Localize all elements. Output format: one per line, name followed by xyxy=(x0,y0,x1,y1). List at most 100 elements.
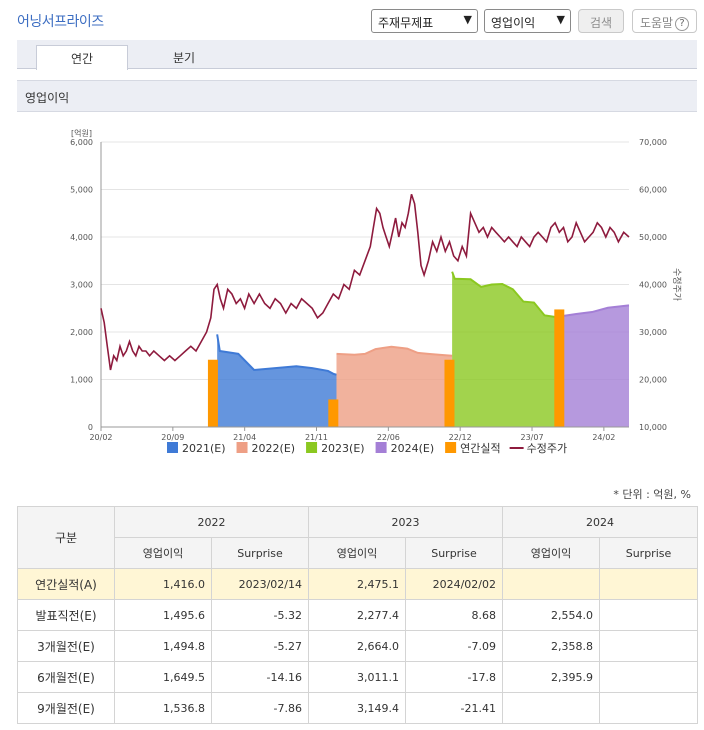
table-cell: 3,149.4 xyxy=(308,692,406,724)
y-left-tick-label: 0 xyxy=(88,423,93,432)
table-row: 3개월전(E) 1,494.8 -5.27 2,664.0 -7.09 2,35… xyxy=(17,630,698,662)
y-right-tick-label: 50,000 xyxy=(639,233,667,242)
table-cell xyxy=(599,661,698,693)
table-cell: 1,416.0 xyxy=(114,568,212,600)
table-cell: 1,495.6 xyxy=(114,599,212,631)
table-cell: 2023/02/14 xyxy=(211,568,309,600)
legend-swatch xyxy=(236,442,248,453)
row-label: 3개월전(E) xyxy=(17,630,115,662)
y-right-tick-label: 40,000 xyxy=(639,281,667,290)
year-header: 2024 xyxy=(502,506,698,538)
x-tick-label: 22/12 xyxy=(449,433,472,442)
statement-type-select[interactable]: 주재무제표 ▼ xyxy=(371,9,478,33)
legend-label: 2021(E) xyxy=(182,442,226,455)
table-cell: -17.8 xyxy=(405,661,503,693)
estimate-line xyxy=(560,304,630,318)
annual-actual-bar xyxy=(554,309,565,427)
help-button[interactable]: 도움말? xyxy=(632,9,697,33)
table-cell: 2,554.0 xyxy=(502,599,600,631)
table-cell: 1,536.8 xyxy=(114,692,212,724)
y-left-unit-label: [억원] xyxy=(71,128,92,138)
row-label: 발표직전(E) xyxy=(17,599,115,631)
question-icon: ? xyxy=(675,17,690,31)
estimate-area xyxy=(560,305,629,427)
page-title: 어닝서프라이즈 xyxy=(17,14,104,30)
estimate-area xyxy=(336,346,453,427)
table-cell: -21.41 xyxy=(405,692,503,724)
metric-value: 영업이익 xyxy=(491,16,536,30)
stock-price-line xyxy=(100,194,630,371)
estimate-area xyxy=(452,271,561,427)
table-cell: 2024/02/02 xyxy=(405,568,503,600)
table-cell xyxy=(502,568,600,600)
legend-label: 2022(E) xyxy=(252,442,296,455)
table-cell: 2,277.4 xyxy=(308,599,406,631)
y-right-axis-label: 수정주가 xyxy=(671,268,682,301)
metric-select[interactable]: 영업이익 ▼ xyxy=(484,9,571,33)
annual-actual-bar xyxy=(207,359,218,427)
legend-label: 수정주가 xyxy=(527,442,567,455)
tab-annual[interactable]: 연간 xyxy=(36,45,128,70)
table-cell xyxy=(599,630,698,662)
section-title: 영업이익 xyxy=(25,91,70,105)
x-tick-label: 24/02 xyxy=(592,433,615,442)
x-tick-label: 21/04 xyxy=(233,433,256,442)
table-cell: -5.32 xyxy=(211,599,309,631)
sub-header: 영업이익 xyxy=(114,537,212,569)
table-cell: 1,494.8 xyxy=(114,630,212,662)
table-cell xyxy=(502,692,600,724)
tab-quarterly[interactable]: 분기 xyxy=(172,51,196,65)
table-cell xyxy=(599,568,698,600)
y-left-tick-label: 6,000 xyxy=(70,138,93,147)
y-right-tick-label: 20,000 xyxy=(639,376,667,385)
chevron-down-icon: ▼ xyxy=(463,13,472,26)
table-cell: 2,358.8 xyxy=(502,630,600,662)
legend-swatch xyxy=(375,442,387,453)
table-cell xyxy=(599,692,698,724)
unit-note: * 단위 : 억원, % xyxy=(613,488,691,501)
y-right-tick-label: 10,000 xyxy=(639,423,667,432)
legend-swatch xyxy=(167,442,178,453)
legend-label: 2023(E) xyxy=(321,442,365,455)
y-left-tick-label: 5,000 xyxy=(70,186,93,195)
table-cell: 2,475.1 xyxy=(308,568,406,600)
x-tick-label: 20/09 xyxy=(161,433,184,442)
sub-header: Surprise xyxy=(405,537,503,569)
estimate-line xyxy=(451,271,561,319)
annual-actual-bar xyxy=(444,359,455,427)
legend-swatch xyxy=(306,442,318,453)
x-tick-label: 21/11 xyxy=(305,433,328,442)
table-cell: 2,664.0 xyxy=(308,630,406,662)
table-cell: 3,011.1 xyxy=(308,661,406,693)
chevron-down-icon: ▼ xyxy=(556,13,565,26)
table-cell: -14.16 xyxy=(211,661,309,693)
y-right-tick-label: 30,000 xyxy=(639,328,667,337)
table-cell: 1,649.5 xyxy=(114,661,212,693)
y-left-tick-label: 3,000 xyxy=(70,281,93,290)
table-cell: -7.09 xyxy=(405,630,503,662)
help-label: 도움말 xyxy=(639,16,674,30)
table-cell xyxy=(599,599,698,631)
surprise-table: 구분 2022 2023 2024 영업이익 Surprise 영업이익 Sur… xyxy=(17,506,698,724)
y-left-tick-label: 4,000 xyxy=(70,233,93,242)
y-right-tick-label: 60,000 xyxy=(639,186,667,195)
table-cell: 8.68 xyxy=(405,599,503,631)
table-cell: 2,395.9 xyxy=(502,661,600,693)
earnings-chart: 6,000 5,000 4,000 3,000 2,000 1,000 0 70,000 60,… xyxy=(70,128,682,455)
sub-header: 영업이익 xyxy=(308,537,406,569)
table-cell: -7.86 xyxy=(211,692,309,724)
y-left-tick-label: 1,000 xyxy=(70,376,93,385)
statement-type-value: 주재무제표 xyxy=(378,16,434,30)
legend-label: 2024(E) xyxy=(391,442,435,455)
annual-actual-bar xyxy=(328,399,339,427)
y-right-tick-label: 70,000 xyxy=(639,138,667,147)
section-header: 영업이익 xyxy=(17,80,697,112)
year-header: 2023 xyxy=(308,506,503,538)
corner-header: 구분 xyxy=(17,506,115,569)
x-tick-label: 20/02 xyxy=(89,433,112,442)
sub-header: 영업이익 xyxy=(502,537,600,569)
search-button[interactable]: 검색 xyxy=(578,9,624,33)
estimate-line xyxy=(216,334,337,376)
table-row: 발표직전(E) 1,495.6 -5.32 2,277.4 8.68 2,554… xyxy=(17,599,698,631)
legend-swatch xyxy=(445,442,457,453)
